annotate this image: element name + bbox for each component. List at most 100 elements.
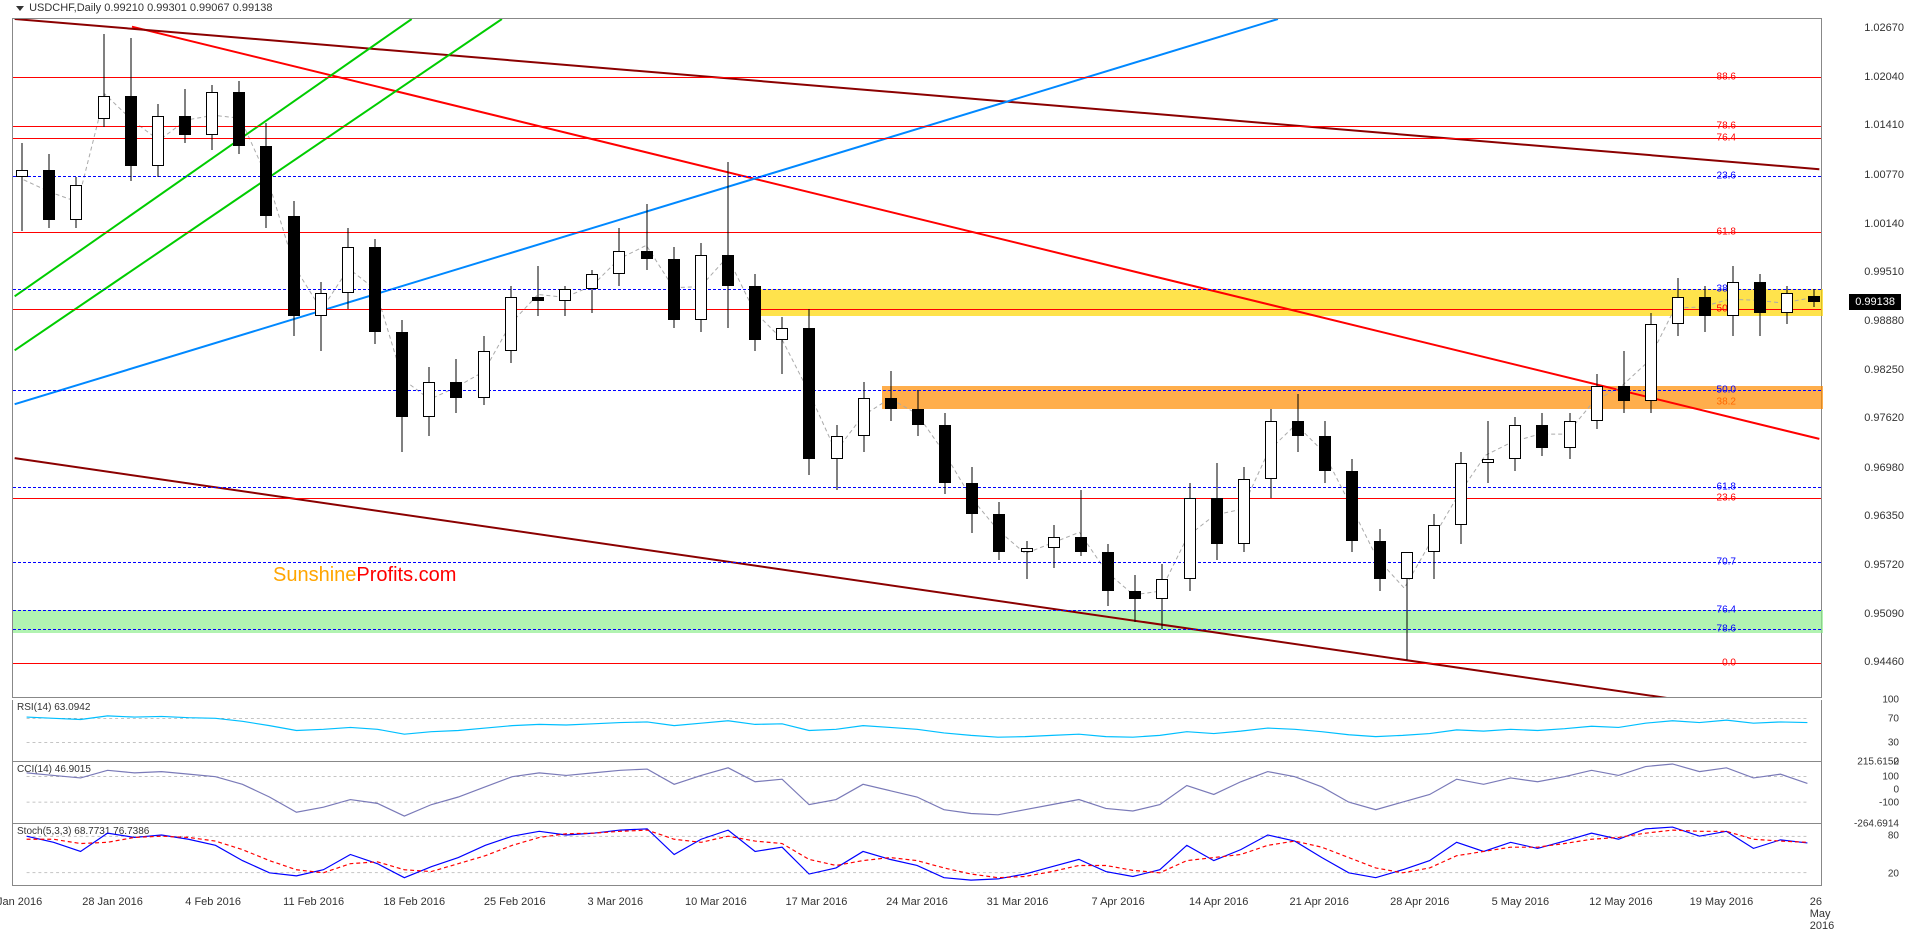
rsi-lines bbox=[13, 700, 1821, 761]
y-axis-label: 1.01410 bbox=[1864, 119, 1904, 131]
fib-label: 38.2 bbox=[1717, 396, 1736, 407]
candle bbox=[1373, 529, 1387, 591]
candle bbox=[341, 228, 355, 309]
indicator-y-label: 100 bbox=[1882, 771, 1899, 782]
fib-line-blue bbox=[13, 487, 1821, 488]
indicator-y-label: -100 bbox=[1879, 797, 1899, 808]
indicator-y-label: 70 bbox=[1888, 713, 1899, 724]
x-axis-label: 19 May 2016 bbox=[1690, 896, 1754, 908]
main-price-chart[interactable]: SunshineProfits.com 0.99138 88.678.676.4… bbox=[12, 18, 1822, 698]
candle bbox=[205, 85, 219, 151]
fib-line-blue bbox=[13, 629, 1821, 630]
candle bbox=[1454, 452, 1468, 545]
indicator-y-label: 100 bbox=[1882, 695, 1899, 706]
fib-label: 78.6 bbox=[1717, 624, 1736, 635]
fib-label: 0.0 bbox=[1722, 658, 1736, 669]
y-axis-label: 0.98880 bbox=[1864, 315, 1904, 327]
fib-line-red bbox=[13, 232, 1821, 233]
candle bbox=[1807, 289, 1821, 307]
rsi-indicator-panel[interactable]: RSI(14) 63.0942 10070300 bbox=[12, 700, 1822, 762]
indicator-y-label: -264.6914 bbox=[1854, 819, 1899, 830]
fib-line-blue bbox=[13, 289, 1821, 290]
fib-label: 61.8 bbox=[1717, 226, 1736, 237]
stoch-lines bbox=[13, 824, 1821, 885]
stoch-indicator-panel[interactable]: Stoch(5,3,3) 68.7731 76.7386 8020 bbox=[12, 824, 1822, 886]
x-axis-label: 4 Feb 2016 bbox=[185, 896, 241, 908]
x-axis-label: 11 Feb 2016 bbox=[283, 896, 344, 908]
candle bbox=[938, 413, 952, 494]
candle bbox=[314, 282, 328, 352]
x-axis-label: 17 Mar 2016 bbox=[786, 896, 848, 908]
fib-label: 76.4 bbox=[1717, 133, 1736, 144]
fib-label: 61.8 bbox=[1717, 481, 1736, 492]
candle bbox=[612, 228, 626, 286]
candle bbox=[1345, 459, 1359, 552]
candle bbox=[1128, 575, 1142, 621]
candle bbox=[1508, 417, 1522, 471]
candle bbox=[531, 266, 545, 316]
candle bbox=[1237, 467, 1251, 552]
y-axis-label: 0.98250 bbox=[1864, 364, 1904, 376]
candle bbox=[1264, 409, 1278, 498]
fib-line-red bbox=[13, 138, 1821, 139]
x-axis-label: 21 Apr 2016 bbox=[1290, 896, 1349, 908]
candle bbox=[1074, 490, 1088, 556]
candle bbox=[69, 177, 83, 227]
x-axis-label: 31 Mar 2016 bbox=[987, 896, 1049, 908]
symbol-label: USDCHF,Daily bbox=[29, 2, 101, 14]
x-axis-label: 14 Apr 2016 bbox=[1189, 896, 1248, 908]
ohlc-label: 0.99210 0.99301 0.99067 0.99138 bbox=[104, 2, 272, 14]
candle bbox=[151, 104, 165, 177]
indicator-y-label: 20 bbox=[1888, 868, 1899, 879]
fib-line-blue bbox=[13, 610, 1821, 611]
chart-lines bbox=[13, 19, 1821, 697]
candle bbox=[884, 371, 898, 421]
y-axis-label: 0.97620 bbox=[1864, 412, 1904, 424]
y-axis-label: 0.96980 bbox=[1864, 462, 1904, 474]
candle bbox=[368, 239, 382, 343]
x-axis-label: 7 Apr 2016 bbox=[1092, 896, 1145, 908]
fib-line-red bbox=[13, 126, 1821, 127]
y-axis-label: 1.02670 bbox=[1864, 22, 1904, 34]
candle bbox=[97, 34, 111, 127]
candle bbox=[124, 38, 138, 181]
candle bbox=[504, 286, 518, 363]
chart-container: USDCHF,Daily 0.99210 0.99301 0.99067 0.9… bbox=[0, 0, 1908, 920]
fib-label: 23.6 bbox=[1717, 493, 1736, 504]
candle bbox=[1400, 568, 1414, 661]
candle bbox=[259, 123, 273, 227]
candle bbox=[830, 425, 844, 491]
candle bbox=[1753, 274, 1767, 336]
candle bbox=[1020, 541, 1034, 580]
x-axis-label: 12 May 2016 bbox=[1589, 896, 1653, 908]
y-axis-label: 0.96350 bbox=[1864, 510, 1904, 522]
candle bbox=[694, 243, 708, 332]
candle bbox=[1481, 421, 1495, 483]
x-axis-label: 24 Mar 2016 bbox=[886, 896, 948, 908]
fib-label: 76.4 bbox=[1717, 605, 1736, 616]
candle bbox=[232, 81, 246, 154]
candle bbox=[1617, 351, 1631, 413]
dropdown-icon[interactable] bbox=[16, 6, 24, 11]
indicator-y-label: 0 bbox=[1893, 784, 1899, 795]
candle bbox=[775, 317, 789, 375]
candle bbox=[667, 247, 681, 328]
indicator-y-label: 80 bbox=[1888, 831, 1899, 842]
candle bbox=[395, 320, 409, 451]
candle bbox=[477, 336, 491, 406]
x-axis-label: 28 Jan 2016 bbox=[82, 896, 143, 908]
y-axis-label: 1.00770 bbox=[1864, 169, 1904, 181]
fib-label: 78.6 bbox=[1717, 121, 1736, 132]
y-axis-label: 1.00140 bbox=[1864, 218, 1904, 230]
y-axis-label: 0.95090 bbox=[1864, 608, 1904, 620]
candle bbox=[1698, 286, 1712, 332]
candle bbox=[1291, 394, 1305, 452]
candle bbox=[1563, 413, 1577, 459]
indicator-y-label: 30 bbox=[1888, 738, 1899, 749]
cci-indicator-panel[interactable]: CCI(14) 46.9015 215.61521000-100-264.691… bbox=[12, 762, 1822, 824]
fib-line-red bbox=[13, 77, 1821, 78]
candle bbox=[1644, 313, 1658, 413]
candle bbox=[449, 359, 463, 413]
price-y-axis: 1.026701.020401.014101.007701.001400.995… bbox=[1828, 18, 1908, 698]
x-axis-label: 10 Mar 2016 bbox=[685, 896, 747, 908]
